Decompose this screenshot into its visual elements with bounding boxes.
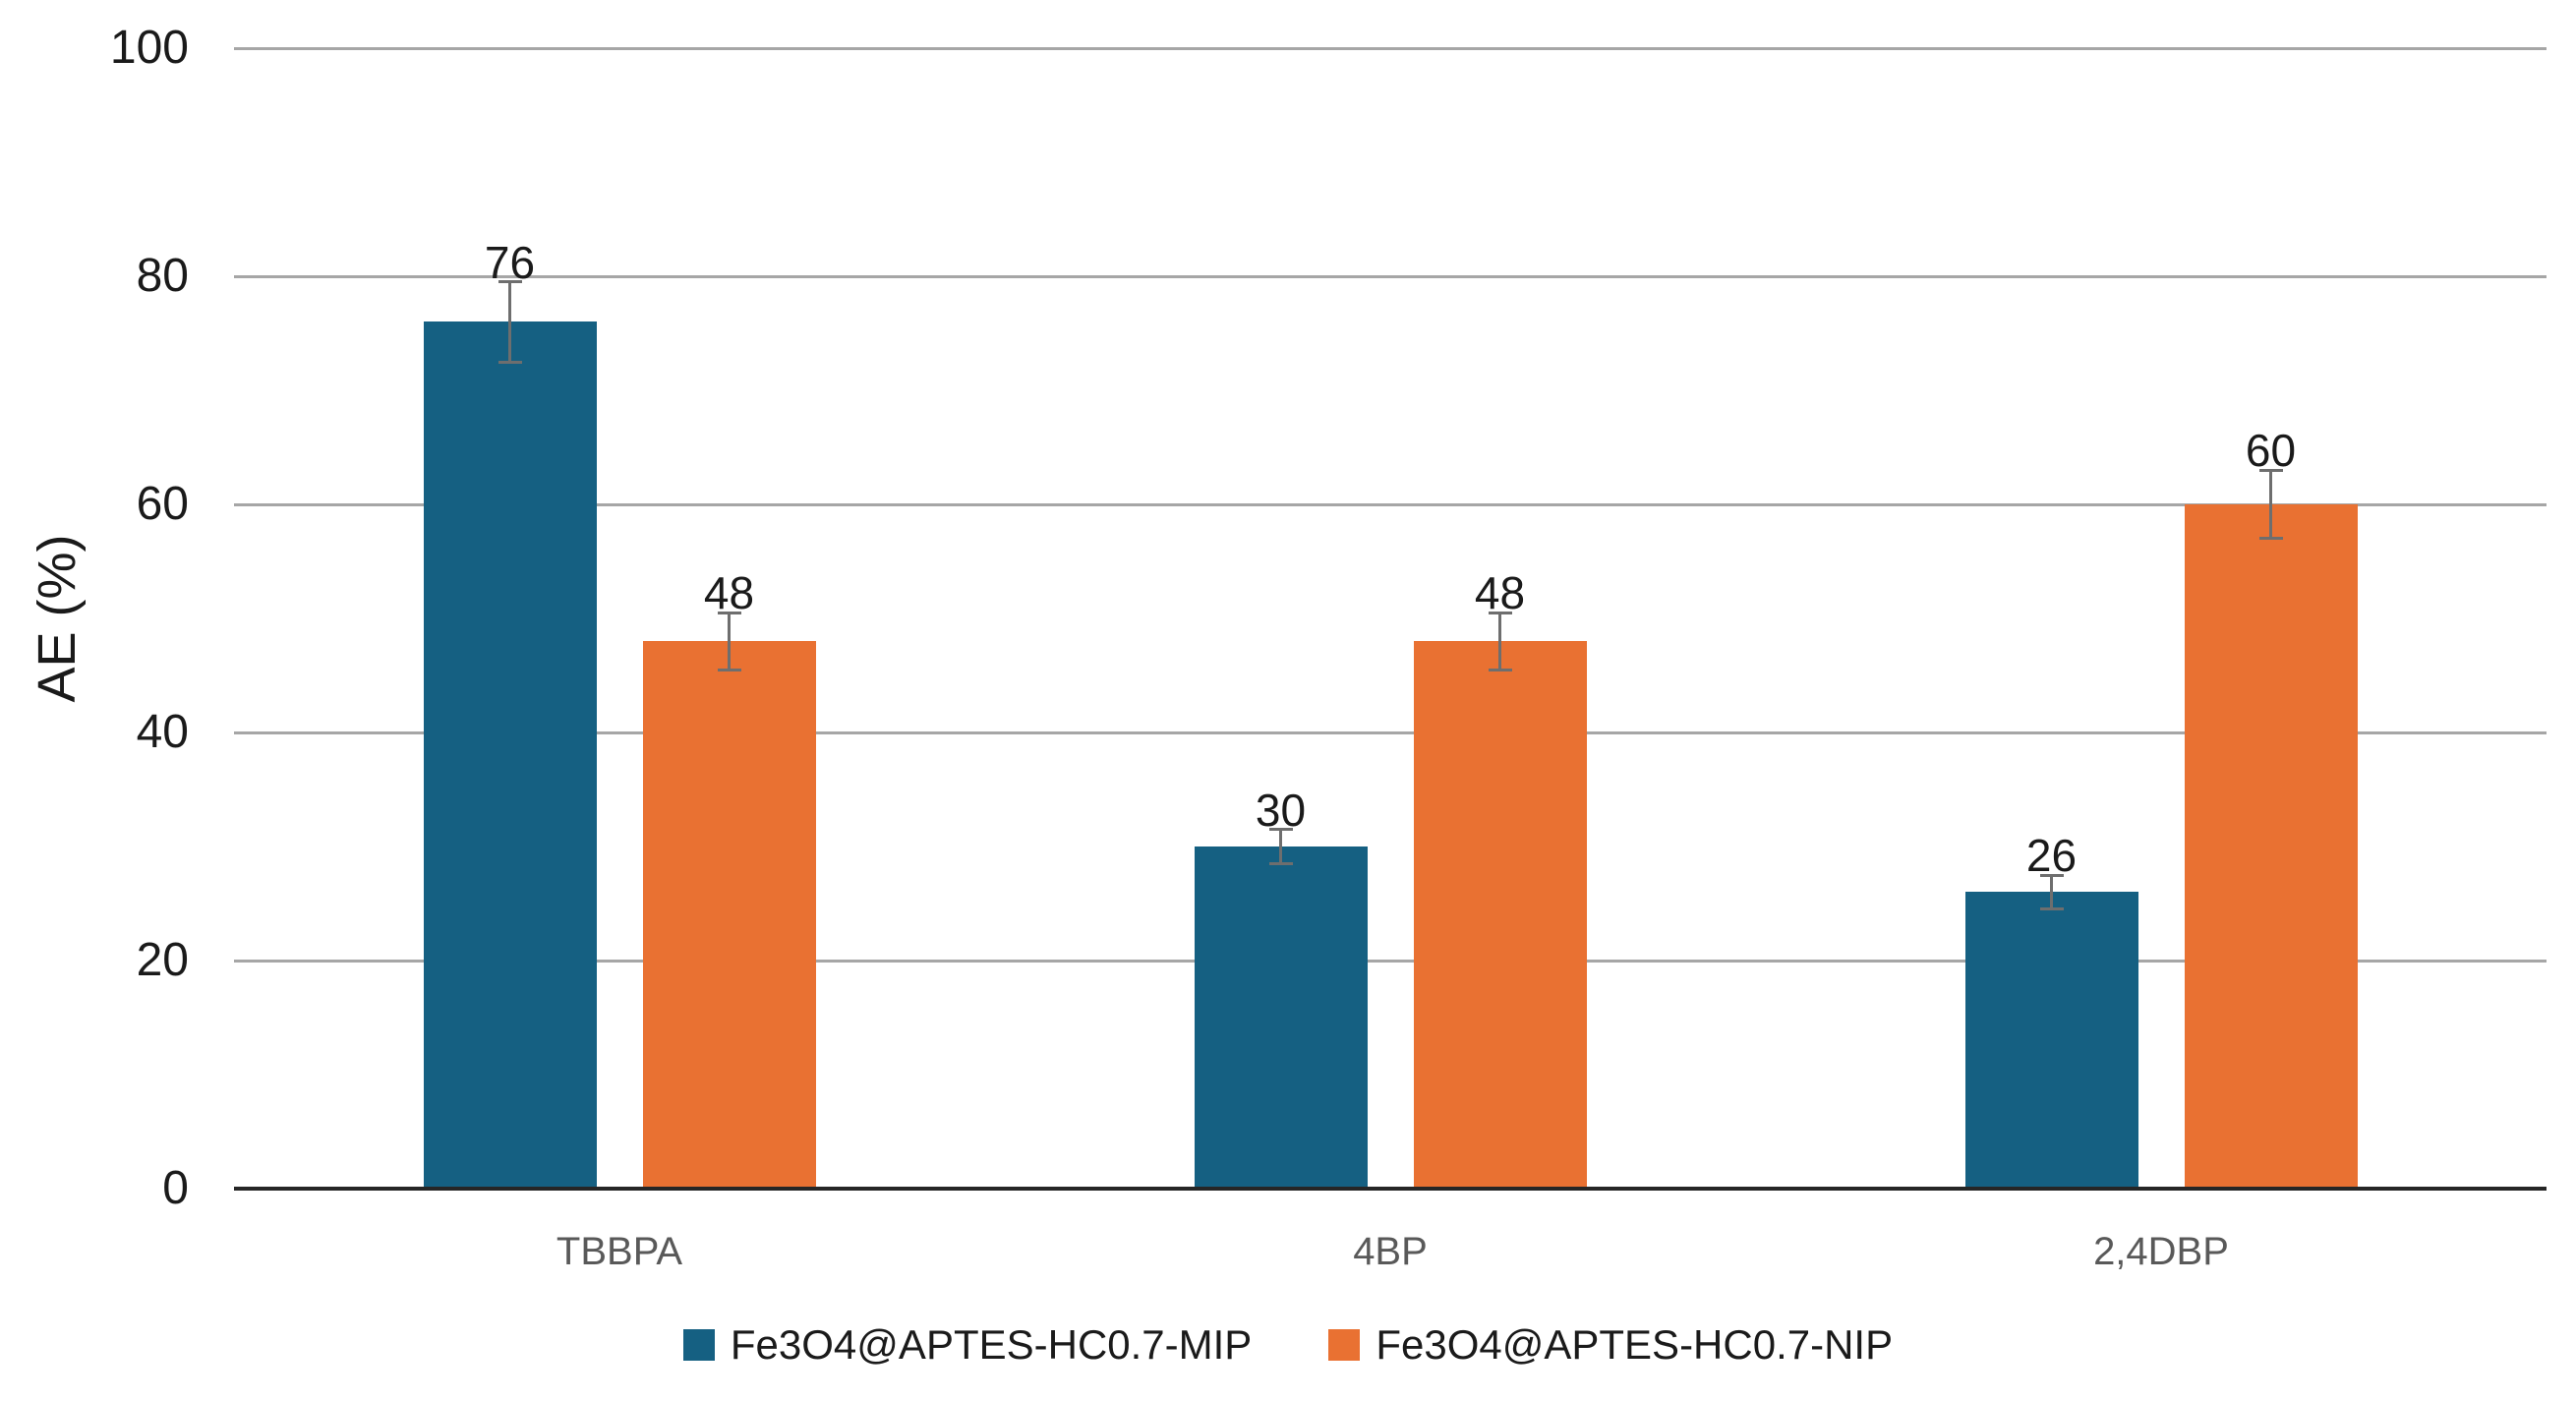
gridline-100 [234,46,2547,50]
y-tick-label-100: 100 [109,22,189,74]
y-axis-title-label: AE (%) [28,534,87,703]
error-cap-top-2-4dbp-nip [2258,468,2283,472]
error-cap-top-4bp-mip [1268,828,1293,832]
error-bar-4bp-mip [1279,829,1282,864]
error-cap-bottom-tbbpa-mip [498,360,522,364]
error-cap-top-tbbpa-nip [717,611,741,614]
y-tick-label-60: 60 [136,478,189,530]
data-label-2-4dbp-mip: 26 [2025,830,2078,881]
gridline-40 [234,730,2547,734]
data-label-tbbpa-mip: 76 [484,236,536,288]
error-cap-bottom-4bp-nip [1488,668,1512,671]
gridline-80 [234,274,2547,278]
error-cap-bottom-2-4dbp-mip [2039,907,2064,911]
data-label-2-4dbp-nip: 60 [2245,425,2297,477]
error-cap-bottom-4bp-mip [1268,861,1293,865]
error-bar-4bp-nip [1498,613,1501,671]
error-cap-bottom-2-4dbp-nip [2258,537,2283,541]
y-tick-label-40: 40 [136,706,189,758]
error-cap-top-4bp-nip [1488,611,1512,614]
bar-tbbpa-nip [642,641,816,1189]
legend-item-mip: Fe3O4@APTES-HC0.7-MIP [682,1321,1253,1369]
data-label-4bp-mip: 30 [1255,784,1307,836]
x-tick-label-2-4dbp: 2,4DBP [2093,1230,2229,1273]
chart-legend: Fe3O4@APTES-HC0.7-MIP Fe3O4@APTES-HC0.7-… [0,1321,2576,1369]
data-label-tbbpa-nip: 48 [703,567,755,619]
gridline-60 [234,502,2547,506]
error-bar-tbbpa-mip [508,281,511,362]
bar-4bp-nip [1413,641,1587,1189]
bar-4bp-mip [1194,846,1368,1189]
legend-swatch-mip-icon [682,1329,715,1361]
error-bar-tbbpa-nip [728,613,731,671]
x-axis-line [234,1187,2547,1191]
legend-item-nip: Fe3O4@APTES-HC0.7-NIP [1328,1321,1893,1369]
error-cap-top-tbbpa-mip [498,280,522,284]
legend-label-nip: Fe3O4@APTES-HC0.7-NIP [1376,1321,1894,1368]
data-label-4bp-nip: 48 [1474,567,1526,619]
y-tick-label-20: 20 [136,934,189,986]
error-bar-2-4dbp-mip [2050,875,2053,909]
x-tick-label-tbbpa: TBBPA [556,1230,683,1273]
bar-2-4dbp-mip [1964,892,2138,1189]
legend-label-mip: Fe3O4@APTES-HC0.7-MIP [730,1321,1253,1368]
error-cap-top-2-4dbp-mip [2039,873,2064,877]
y-tick-label-80: 80 [136,250,189,302]
bar-tbbpa-mip [423,321,597,1189]
error-cap-bottom-tbbpa-nip [717,668,741,671]
legend-swatch-nip-icon [1328,1329,1361,1361]
gridline-20 [234,959,2547,963]
x-tick-label-4bp: 4BP [1353,1230,1428,1273]
y-tick-label-0: 0 [162,1162,189,1214]
bar-2-4dbp-nip [2184,504,2358,1189]
error-bar-2-4dbp-nip [2269,470,2272,539]
